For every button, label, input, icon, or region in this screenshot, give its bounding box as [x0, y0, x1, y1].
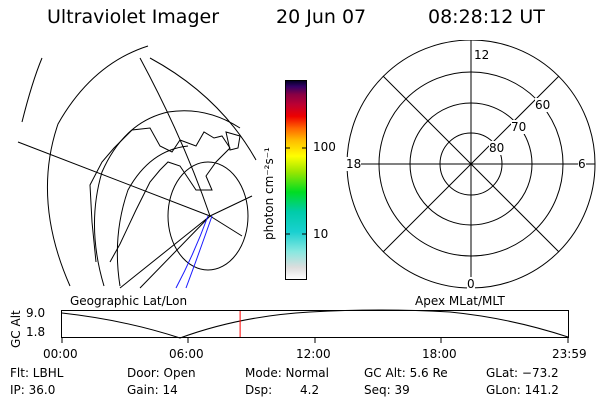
altitude-ytick-low: 1.8 — [26, 325, 46, 339]
gain-info: Gain: 14 — [127, 383, 178, 397]
glat-info: GLat: −73.2 — [486, 366, 559, 380]
satellite-track — [175, 215, 209, 289]
geographic-map — [17, 45, 257, 289]
lat-label-70: 70 — [511, 120, 527, 134]
mlt-label-18: 18 — [346, 157, 362, 171]
map-arc-3 — [116, 145, 189, 287]
map-arc-1 — [46, 45, 149, 287]
altitude-curve — [61, 309, 569, 339]
glon-info: GLon: 141.2 — [486, 383, 559, 397]
dsp-info-label: Dsp: — [245, 383, 273, 397]
map-meridian-4 — [209, 195, 253, 217]
map-outer-arc — [21, 57, 43, 123]
door-info: Door: Open — [127, 366, 196, 380]
altitude-xtick-2: 12:00 — [296, 347, 331, 361]
map-meridian-5 — [209, 215, 243, 237]
polar-plot — [346, 40, 596, 289]
seq-info: Seq: 39 — [364, 383, 410, 397]
polar-map-label: Apex MLat/MLT — [415, 294, 505, 308]
lat-label-80: 80 — [489, 141, 505, 155]
colorbar-tick-100: 100 — [313, 140, 336, 154]
gc-alt-info: GC Alt: 5.6 Re — [364, 366, 448, 380]
altitude-ylabel: GC Alt — [9, 310, 23, 348]
app-title: Ultraviolet Imager — [47, 6, 220, 28]
map-meridian-1 — [139, 57, 211, 217]
satellite-track-2 — [185, 215, 213, 289]
altitude-xtick-1: 06:00 — [169, 347, 204, 361]
filter-info: Flt: LBHL — [10, 366, 64, 380]
date-label: 20 Jun 07 — [276, 6, 367, 28]
altitude-plot — [61, 309, 569, 343]
map-meridian-6 — [119, 215, 211, 289]
mlt-label-6: 6 — [578, 157, 586, 171]
map-meridian-2 — [149, 57, 257, 161]
altitude-xtick-0: 00:00 — [43, 347, 78, 361]
altitude-ytick-high: 9.0 — [26, 306, 46, 320]
map-meridian-7 — [139, 215, 211, 289]
lat-label-60: 60 — [535, 98, 551, 112]
geographic-map-label: Geographic Lat/Lon — [70, 294, 188, 308]
coastline — [89, 127, 231, 263]
colorbar — [285, 80, 307, 280]
map-meridian-3 — [17, 141, 211, 217]
colorbar-tick-10: 10 — [313, 227, 329, 241]
altitude-xtick-4: 23:59 — [552, 347, 587, 361]
altitude-xtick-3: 18:00 — [422, 347, 457, 361]
colorbar-unit-label: photon cm⁻²s⁻¹ — [262, 147, 276, 240]
map-polar-circle — [167, 161, 249, 271]
dsp-info-value: 4.2 — [300, 383, 320, 397]
time-label: 08:28:12 UT — [428, 6, 545, 28]
mlt-label-12: 12 — [474, 48, 490, 62]
ip-info: IP: 36.0 — [10, 383, 56, 397]
coastline-island — [225, 131, 241, 151]
mode-info: Mode: Normal — [245, 366, 329, 380]
mlt-label-0: 0 — [467, 277, 475, 291]
